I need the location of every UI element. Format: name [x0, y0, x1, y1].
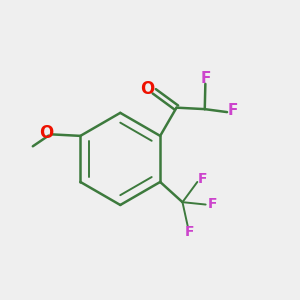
- Text: O: O: [39, 124, 53, 142]
- Text: F: F: [200, 71, 211, 86]
- Text: O: O: [141, 80, 155, 98]
- Text: F: F: [228, 103, 238, 118]
- Text: F: F: [198, 172, 207, 186]
- Text: F: F: [207, 196, 217, 211]
- Text: F: F: [185, 226, 194, 239]
